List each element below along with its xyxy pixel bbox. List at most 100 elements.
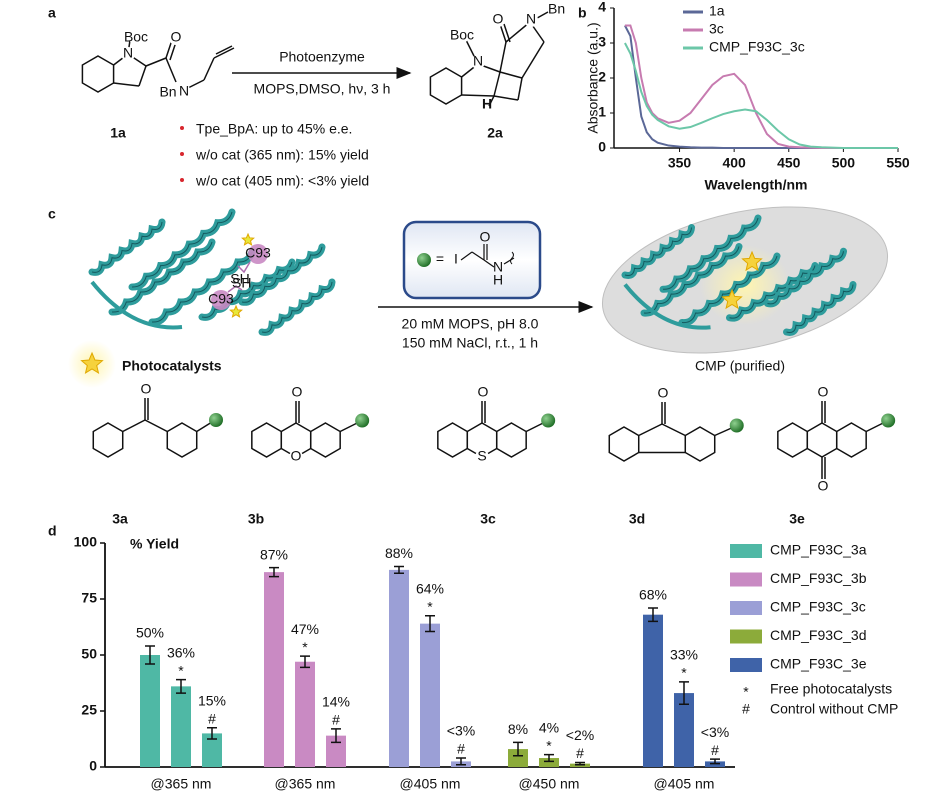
reaction-condition: 20 mM MOPS, pH 8.0 xyxy=(402,316,539,332)
residue-site xyxy=(248,244,268,264)
error-bar xyxy=(176,678,186,694)
ring xyxy=(81,55,115,93)
ring xyxy=(835,422,867,458)
ring xyxy=(495,422,527,458)
bullet xyxy=(180,152,184,156)
bar-marker: * xyxy=(302,639,308,655)
legend-label: CMP_F93C_3c xyxy=(709,39,805,55)
atom-label: O xyxy=(818,384,829,400)
protein-helix-edge xyxy=(131,211,233,288)
residue-site xyxy=(211,290,231,310)
bond xyxy=(113,82,140,87)
bond xyxy=(499,71,523,79)
reactive-group xyxy=(729,418,744,433)
error-bar xyxy=(300,655,310,669)
reaction-condition: Photoenzyme xyxy=(279,49,365,65)
atom-label: Bn xyxy=(548,1,565,17)
compound-label: 3b xyxy=(248,511,264,527)
bond xyxy=(138,65,147,87)
atom-label: H xyxy=(493,272,503,288)
protein-helix-edge xyxy=(201,261,293,318)
legend-label: CMP_F93C_3b xyxy=(770,570,867,586)
reaction-condition: 150 mM NaCl, r.t., 1 h xyxy=(402,335,538,351)
protein-helix-edge xyxy=(241,246,323,303)
error-bar xyxy=(648,607,658,623)
legend-label: CMP_F93C_3c xyxy=(770,599,866,615)
ring xyxy=(429,67,463,105)
atom-label: O xyxy=(291,448,302,464)
reactive-group xyxy=(541,413,556,428)
bond xyxy=(165,39,173,59)
bond xyxy=(503,257,515,265)
chart-title: % Yield xyxy=(130,536,179,552)
atom-bg xyxy=(129,31,143,45)
x-tick-label: @450 nm xyxy=(519,776,580,792)
atom-label: N xyxy=(123,45,133,61)
bar-marker: * xyxy=(427,599,433,615)
bar xyxy=(264,572,284,767)
bond xyxy=(169,41,177,61)
y-tick-label: 0 xyxy=(598,139,606,155)
note: Tpe_BpA: up to 45% e.e. xyxy=(196,121,352,137)
legend-label: CMP_F93C_3e xyxy=(770,656,867,672)
absorbance-line xyxy=(624,42,898,149)
atom-bg xyxy=(169,31,183,45)
bar xyxy=(295,661,315,767)
atom-bg xyxy=(475,450,489,464)
atom-label: O xyxy=(493,11,504,27)
atom-bg xyxy=(816,386,830,400)
y-axis-label: Absorbance (a.u.) xyxy=(585,22,601,133)
y-tick-label: 1 xyxy=(598,104,606,120)
value-label: <3% xyxy=(701,724,729,740)
star xyxy=(721,288,743,310)
reagent-box xyxy=(402,220,542,300)
error-bar xyxy=(145,645,155,665)
bond xyxy=(499,23,507,43)
value-label: 88% xyxy=(385,545,413,561)
photocatalysts-title: Photocatalysts xyxy=(122,358,222,374)
y-tick-label: 25 xyxy=(81,702,97,718)
ring xyxy=(684,426,716,462)
legend-swatch xyxy=(730,658,762,672)
panel-label: c xyxy=(48,206,56,222)
bond xyxy=(196,421,213,433)
absorbance-line xyxy=(624,24,898,149)
atom-bg xyxy=(524,13,538,27)
protein-sheet xyxy=(623,283,711,330)
bond xyxy=(714,426,734,437)
protein-helix-edge xyxy=(624,227,692,276)
atom-bg xyxy=(491,13,505,27)
residue-chain xyxy=(237,261,251,274)
residue-chain xyxy=(227,285,243,293)
bond xyxy=(661,423,686,437)
atom-bg xyxy=(455,29,469,43)
atom-bg xyxy=(121,47,135,61)
atom-bg xyxy=(290,386,304,400)
atom-label: O xyxy=(658,385,669,401)
bond xyxy=(517,77,523,101)
value-label: 33% xyxy=(670,647,698,663)
residue-label: C93 xyxy=(208,291,234,307)
bullet xyxy=(180,178,184,182)
bar-marker: * xyxy=(546,737,552,753)
protein-sheet xyxy=(90,280,183,330)
protein-helix-edge xyxy=(786,284,854,333)
bullet xyxy=(180,126,184,130)
bond xyxy=(471,251,485,261)
y-tick-label: 4 xyxy=(598,0,606,15)
y-tick-label: 0 xyxy=(89,758,97,774)
error-bar xyxy=(207,727,217,740)
legend-swatch xyxy=(730,629,762,644)
ring xyxy=(92,422,124,458)
ring xyxy=(608,426,640,462)
error-bar xyxy=(710,758,720,765)
bond xyxy=(122,419,146,433)
bond xyxy=(505,21,531,43)
compound-label: 3d xyxy=(629,511,645,527)
x-tick-label: 450 xyxy=(777,155,801,171)
product-label: CMP (purified) xyxy=(695,358,785,374)
bar xyxy=(171,686,191,767)
atom-label: O xyxy=(171,29,182,45)
bond xyxy=(213,47,235,59)
protein-helix-edge xyxy=(729,265,816,319)
